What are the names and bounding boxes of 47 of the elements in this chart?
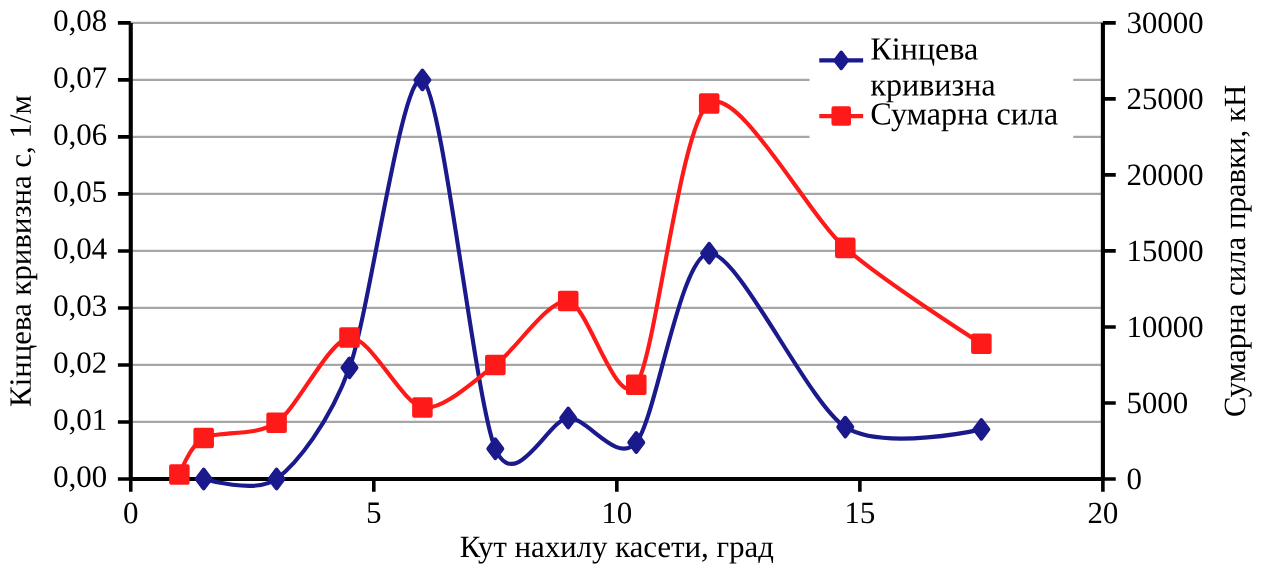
point <box>971 333 992 355</box>
point <box>193 427 214 449</box>
point <box>194 467 213 491</box>
y2-tick-label: 15000 <box>1129 240 1203 262</box>
point <box>340 356 359 380</box>
y2-tick-label: 30000 <box>1128 12 1203 34</box>
x-tick-label: 15 <box>847 502 875 524</box>
point <box>836 415 855 439</box>
point <box>972 418 991 441</box>
point <box>698 93 720 114</box>
y-tick-label: 0,03 <box>54 295 106 321</box>
y2-tick-label: 10000 <box>1129 316 1203 338</box>
point <box>485 354 506 376</box>
point <box>486 437 505 461</box>
point <box>169 464 190 485</box>
point <box>627 431 646 454</box>
x-tick-label: 0 <box>124 502 138 524</box>
y-tick-label: 0,07 <box>54 67 107 93</box>
y-tick-label: 0,00 <box>54 466 106 492</box>
y-tick-label: 0,04 <box>54 238 107 264</box>
y2-tick-label: 20000 <box>1127 164 1203 186</box>
y2-tick-label: 5000 <box>1128 392 1187 414</box>
point <box>339 327 360 348</box>
point <box>700 241 719 265</box>
x-axis-title: Кут нахилу касети, град <box>460 536 774 564</box>
legend-label: Кінцева кривизна <box>870 38 996 103</box>
x-tick-label: 20 <box>1088 502 1118 524</box>
x-tick-label: 10 <box>604 502 632 524</box>
y-tick-label: 0,05 <box>54 181 106 207</box>
legend-label: Сумарна сила <box>871 103 1058 132</box>
point <box>412 397 433 418</box>
y-tick-label: 0,08 <box>54 10 106 36</box>
point <box>413 68 432 92</box>
y-tick-label: 0,06 <box>54 124 107 150</box>
point <box>267 467 286 491</box>
y-tick-label: 0,02 <box>54 352 106 378</box>
y2-tick-label: 25000 <box>1127 88 1203 110</box>
point <box>625 374 647 396</box>
y2-tick-label: 0 <box>1127 468 1141 490</box>
y-axis-title: Кінцева кривизна с, 1/м <box>10 95 38 407</box>
point <box>559 406 578 430</box>
y2-axis-title: Сумарна сила правки, кН <box>1224 85 1252 416</box>
y-tick-label: 0,01 <box>54 409 106 435</box>
point <box>557 290 579 312</box>
point <box>835 237 856 259</box>
x-tick-label: 5 <box>367 502 381 524</box>
point <box>266 412 287 434</box>
